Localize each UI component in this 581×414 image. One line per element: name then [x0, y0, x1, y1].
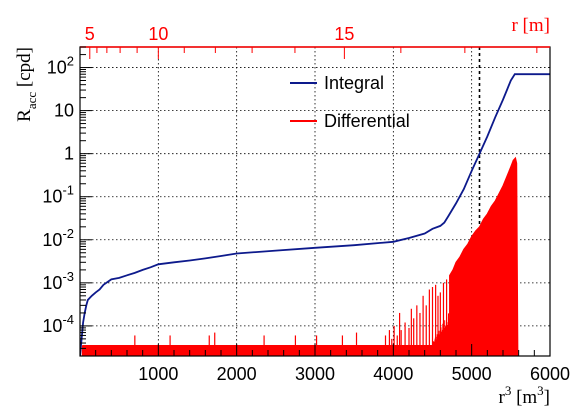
x-tick-label: 2000 [217, 364, 257, 384]
top-axis-label: r [m] [511, 15, 550, 36]
x-tick-label: 5000 [452, 364, 492, 384]
x-tick-label: 4000 [373, 364, 413, 384]
differential-noise [432, 188, 516, 356]
y-tick-label: 102 [47, 54, 74, 78]
x-tick-label: 6000 [530, 364, 570, 384]
series-integral [80, 73, 550, 356]
y-tick-label: 1 [64, 144, 74, 164]
x-tick-label: 1000 [138, 364, 178, 384]
legend: Integral Differential [290, 73, 410, 131]
top-tick-label: 10 [148, 24, 168, 44]
legend-label-integral: Integral [324, 73, 384, 93]
axes: 1000 2000 3000 4000 5000 6000 10-4 10-3 10-2 10-1… [14, 15, 570, 408]
legend-label-differential: Differential [324, 111, 410, 131]
x-axis-label: r3 [m3] [498, 383, 550, 408]
y-tick-label: 10-2 [42, 226, 74, 250]
top-tick-label: 5 [85, 24, 95, 44]
y-tick-label: 10 [54, 101, 74, 121]
y-tick-label: 10-4 [42, 312, 74, 336]
y-tick-label: 10-1 [42, 183, 74, 207]
y-axis-label: Racc [cpd] [14, 47, 39, 122]
x-tick-label: 3000 [295, 364, 335, 384]
y-tick-label: 10-3 [42, 269, 74, 293]
top-tick-label: 15 [334, 24, 354, 44]
